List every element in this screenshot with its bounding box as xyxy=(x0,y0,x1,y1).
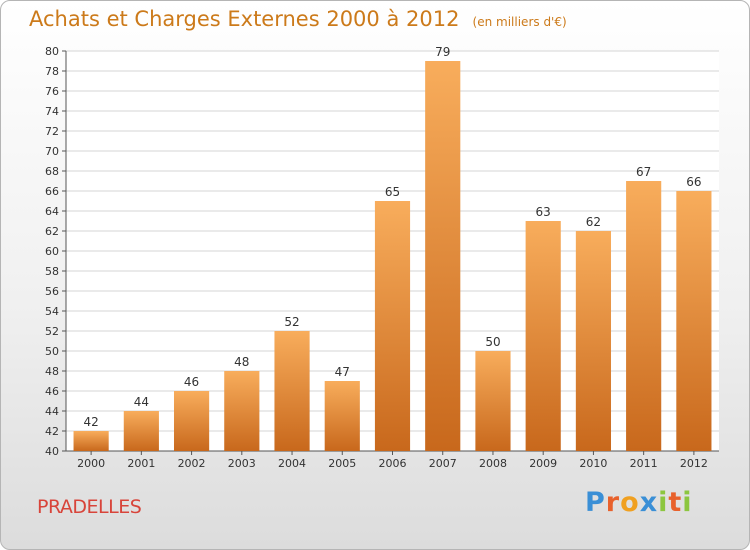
y-tick-label: 66 xyxy=(45,185,59,198)
bar xyxy=(475,351,511,451)
bar xyxy=(173,391,210,451)
x-tick-label: 2004 xyxy=(278,457,306,470)
chart-title-text: Achats et Charges Externes 2000 à 2012 xyxy=(29,7,460,31)
bar xyxy=(575,231,612,451)
bar xyxy=(123,411,159,451)
bar-value-label: 62 xyxy=(586,215,601,229)
logo-letter: t xyxy=(668,487,683,518)
x-tick-label: 2003 xyxy=(228,457,256,470)
bar-value-label: 46 xyxy=(184,375,199,389)
x-tick-label: 2010 xyxy=(579,457,607,470)
y-tick-label: 54 xyxy=(45,305,59,318)
bar-value-label: 65 xyxy=(385,185,400,199)
x-tick-label: 2006 xyxy=(379,457,407,470)
y-tick-label: 68 xyxy=(45,165,59,178)
bar xyxy=(324,381,360,451)
y-tick-label: 42 xyxy=(45,425,59,438)
bar-value-label: 52 xyxy=(284,315,299,329)
bar-value-label: 42 xyxy=(83,415,98,429)
y-tick-label: 52 xyxy=(45,325,59,338)
y-tick-label: 62 xyxy=(45,225,59,238)
bar xyxy=(374,201,411,451)
bar xyxy=(425,61,461,451)
x-tick-label: 2011 xyxy=(630,457,658,470)
y-tick-label: 80 xyxy=(45,45,59,58)
bar-value-label: 47 xyxy=(335,365,350,379)
y-tick-label: 50 xyxy=(45,345,59,358)
y-tick-label: 44 xyxy=(45,405,59,418)
x-tick-label: 2007 xyxy=(429,457,457,470)
bar xyxy=(274,331,310,451)
bar-value-label: 44 xyxy=(134,395,149,409)
y-tick-label: 58 xyxy=(45,265,59,278)
y-tick-label: 72 xyxy=(45,125,59,138)
y-tick-label: 76 xyxy=(45,85,59,98)
y-tick-label: 70 xyxy=(45,145,59,158)
logo-letter: o xyxy=(620,487,640,518)
chart-unit-note: (en milliers d'€) xyxy=(472,15,567,29)
bar-value-label: 66 xyxy=(686,175,701,189)
logo-letter: i xyxy=(658,487,669,518)
logo-letter: i xyxy=(682,487,693,518)
x-tick-label: 2008 xyxy=(479,457,507,470)
bar xyxy=(525,221,561,451)
bar-value-label: 50 xyxy=(485,335,500,349)
x-tick-label: 2002 xyxy=(178,457,206,470)
y-tick-label: 56 xyxy=(45,285,59,298)
proxiti-logo: Proxiti xyxy=(585,487,693,518)
bar xyxy=(676,191,712,451)
x-tick-label: 2009 xyxy=(529,457,557,470)
logo-letter: P xyxy=(585,487,606,518)
y-tick-label: 78 xyxy=(45,65,59,78)
y-tick-label: 46 xyxy=(45,385,59,398)
y-tick-label: 60 xyxy=(45,245,59,258)
chart-title: Achats et Charges Externes 2000 à 2012 (… xyxy=(29,7,567,31)
y-tick-label: 74 xyxy=(45,105,59,118)
logo-letter: x xyxy=(639,487,659,518)
x-tick-label: 2000 xyxy=(77,457,105,470)
x-tick-label: 2012 xyxy=(680,457,708,470)
bar xyxy=(73,431,109,451)
bar xyxy=(626,181,662,451)
bar-value-label: 63 xyxy=(536,205,551,219)
y-tick-label: 40 xyxy=(45,445,59,458)
bar xyxy=(224,371,260,451)
commune-name: PRADELLES xyxy=(37,496,142,518)
x-tick-label: 2001 xyxy=(127,457,155,470)
x-tick-label: 2005 xyxy=(328,457,356,470)
bar-value-label: 48 xyxy=(234,355,249,369)
logo-letter: r xyxy=(605,487,621,518)
bar-value-label: 79 xyxy=(435,45,450,59)
bar-value-label: 67 xyxy=(636,165,651,179)
y-tick-label: 64 xyxy=(45,205,59,218)
y-tick-label: 48 xyxy=(45,365,59,378)
